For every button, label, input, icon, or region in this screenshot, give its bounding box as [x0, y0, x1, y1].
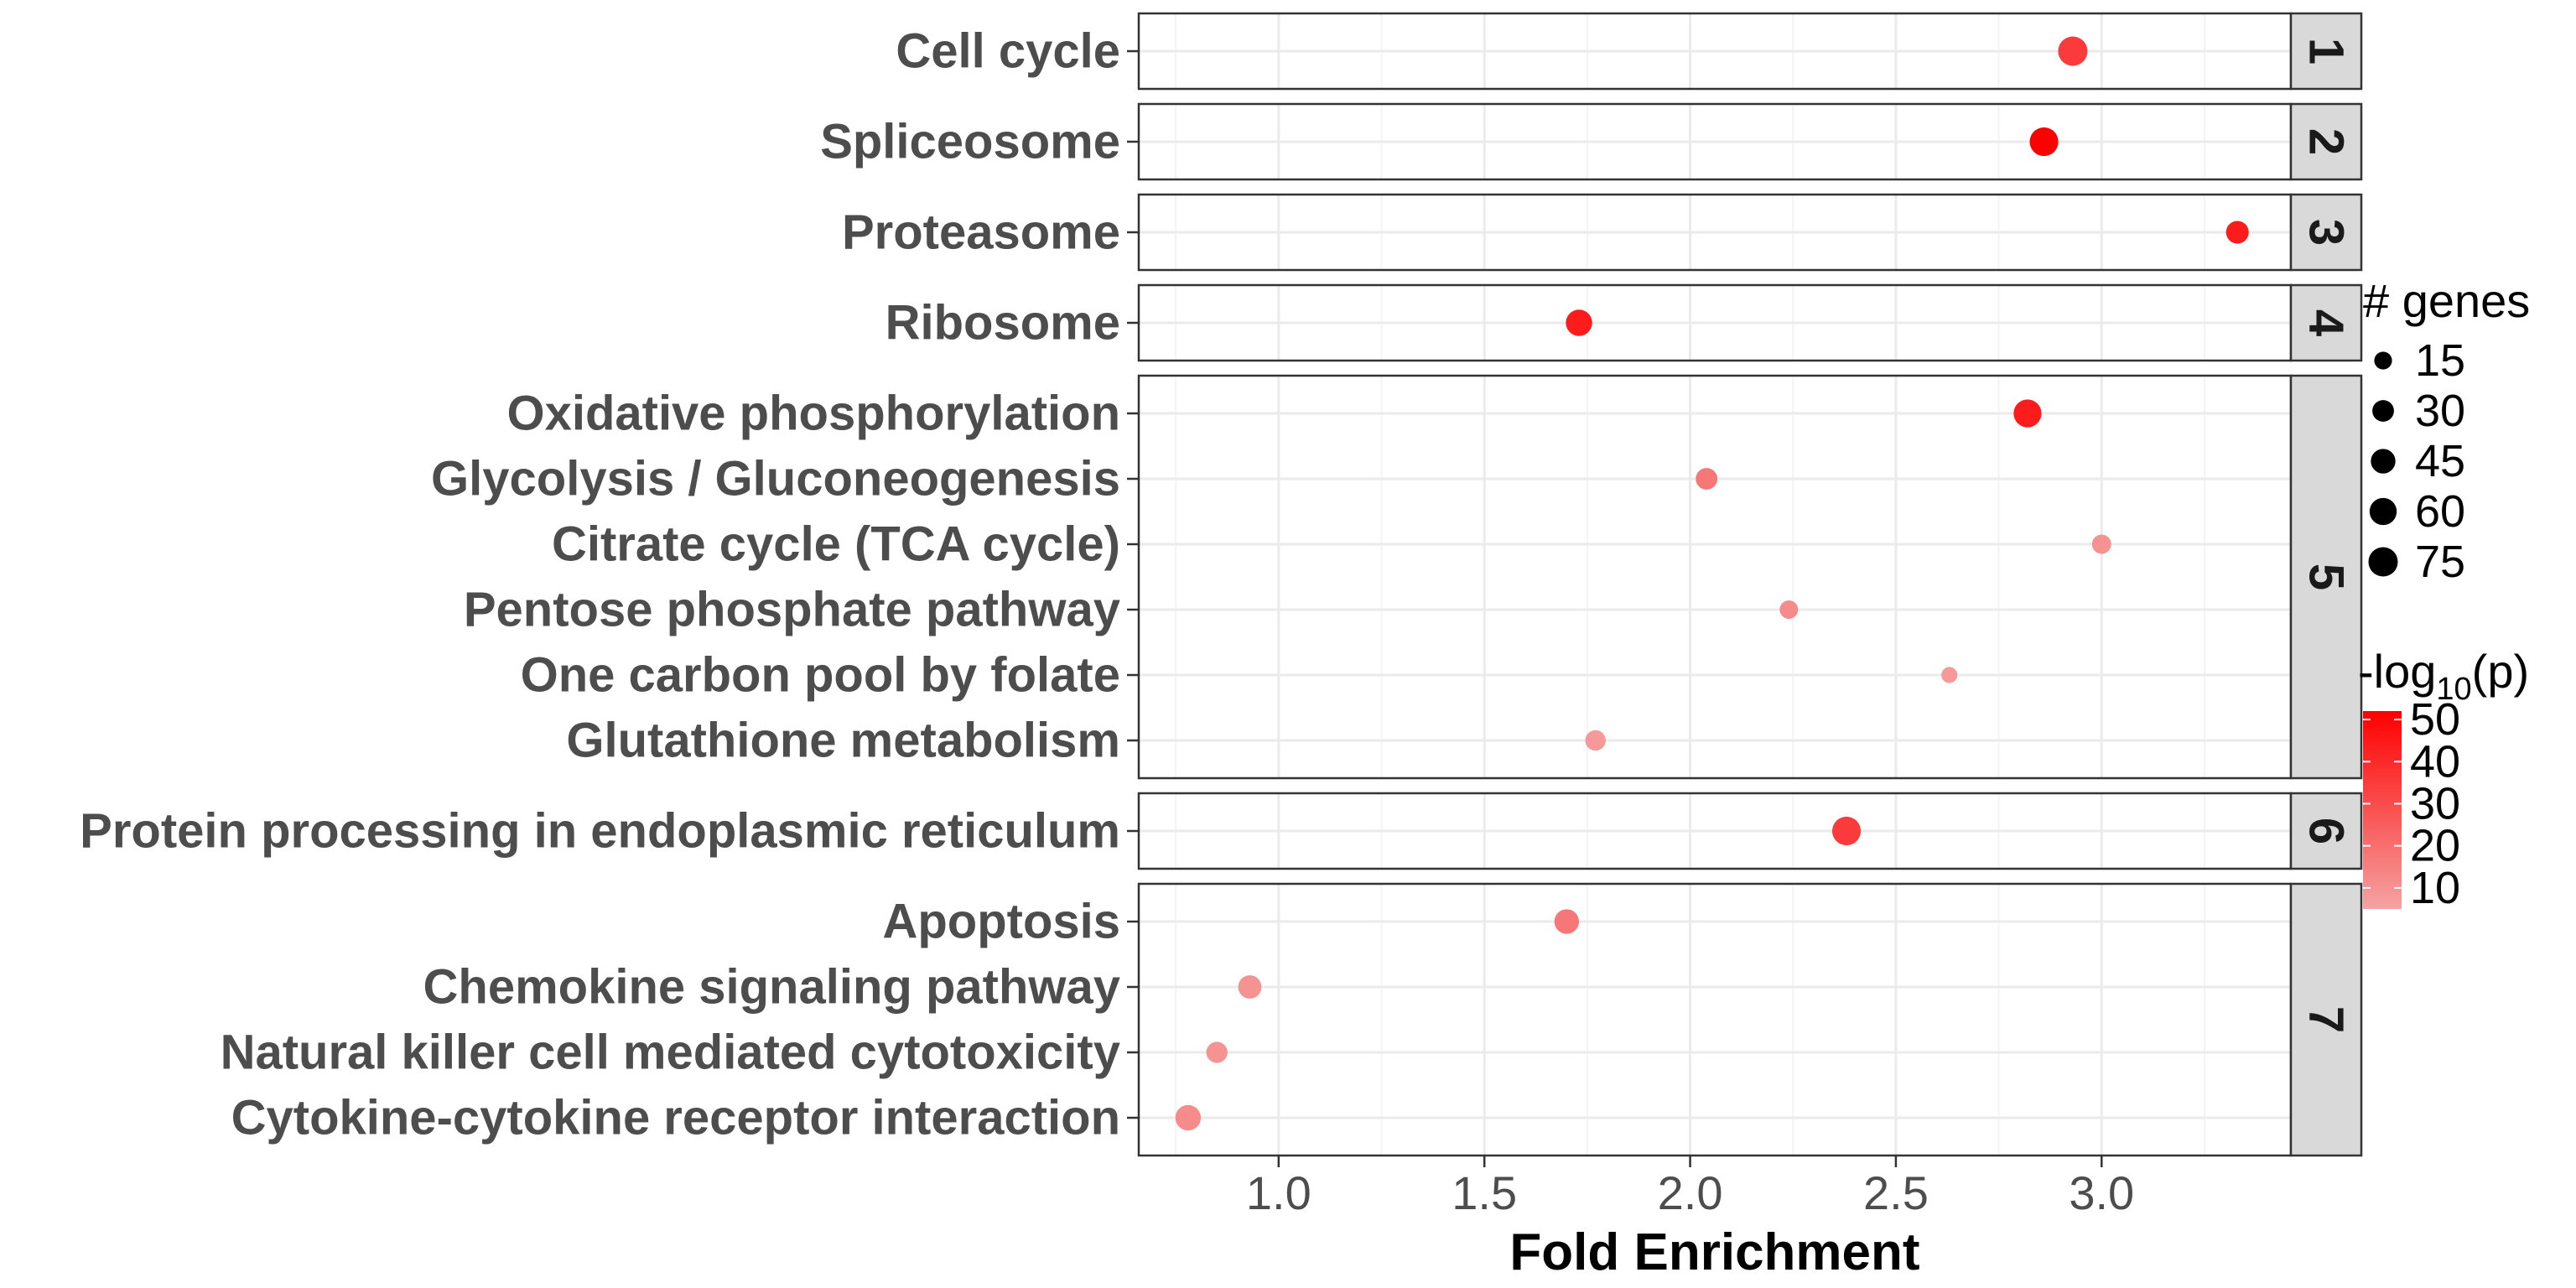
category-label: One carbon pool by folate [521, 648, 1120, 703]
facet-strip [2289, 882, 2363, 1157]
category-label: Ribosome [886, 296, 1120, 351]
data-point [1831, 816, 1862, 846]
category-label: Glutathione metabolism [566, 714, 1120, 768]
facet-strip [2289, 792, 2363, 870]
size-legend-label: 75 [2415, 537, 2465, 587]
x-tick-label: 2.5 [1863, 1166, 1929, 1219]
facet-strip-label: 5 [2299, 564, 2354, 590]
category-label: Pentose phosphate pathway [464, 583, 1120, 637]
color-legend-title: -log10(p) [2358, 645, 2529, 707]
category-label: Apoptosis [882, 895, 1120, 949]
data-point [2091, 534, 2111, 554]
facet-panel: Protein processing in endoplasmic reticu… [80, 792, 2363, 870]
color-legend-label: 40 [2410, 736, 2460, 787]
color-legend-bar [2363, 711, 2402, 909]
facet-strip-label: 3 [2299, 219, 2354, 246]
size-legend-label: 15 [2415, 335, 2465, 386]
facet-strip [2289, 283, 2363, 362]
x-tick-label: 1.0 [1246, 1166, 1311, 1219]
category-label: Cytokine-cytokine receptor interaction [231, 1091, 1120, 1145]
facet-strip [2289, 102, 2363, 181]
facet-strip [2289, 374, 2363, 780]
x-axis-title: Fold Enrichment [1509, 1223, 1919, 1281]
size-legend-key [2371, 449, 2396, 474]
color-legend-title-prefix: -log [2358, 645, 2436, 698]
data-point [1238, 975, 1262, 999]
facet-panel: Ribosome 4 [886, 283, 2363, 362]
category-label: Oxidative phosphorylation [506, 387, 1120, 441]
facet-strip-label: 7 [2299, 1006, 2354, 1033]
size-legend-key [2369, 497, 2397, 526]
size-legend-title: # genes [2363, 274, 2530, 327]
data-point [2029, 127, 2059, 157]
data-point [1779, 600, 1799, 619]
category-label: Natural killer cell mediated cytotoxicit… [221, 1026, 1120, 1080]
facet-panel: Apoptosis Chemokine signaling pathway Natu… [221, 882, 2363, 1157]
panel-background [1139, 376, 2291, 778]
category-label: Protein processing in endoplasmic reticu… [80, 804, 1120, 859]
category-label: Glycolysis / Gluconeogenesis [431, 452, 1120, 506]
x-tick-label: 3.0 [2069, 1166, 2134, 1219]
data-point [1175, 1104, 1202, 1131]
panel-background [1139, 884, 2291, 1156]
facet-panel: Cell cycle 1 [896, 12, 2363, 91]
data-point [2058, 36, 2088, 66]
x-tick-label: 1.5 [1452, 1166, 1517, 1219]
data-point [1585, 730, 1606, 751]
color-legend-title-suffix: (p) [2472, 645, 2529, 698]
facet-strip-label: 4 [2299, 309, 2354, 336]
data-point [1941, 667, 1958, 683]
size-legend-key [2372, 400, 2394, 422]
data-point [1206, 1041, 1228, 1063]
size-legend-label: 45 [2415, 436, 2465, 486]
category-label: Chemokine signaling pathway [423, 960, 1120, 1015]
data-point [1566, 309, 1592, 336]
size-legend-label: 60 [2415, 486, 2465, 537]
size-legend-label: 30 [2415, 386, 2465, 436]
category-label: Proteasome [842, 205, 1120, 260]
facet-strip [2289, 193, 2363, 272]
data-point [1696, 468, 1718, 490]
x-tick-label: 2.0 [1658, 1166, 1723, 1219]
facet-strip [2289, 12, 2363, 91]
data-point [1554, 909, 1580, 934]
facet-panel: Spliceosome 2 [820, 102, 2363, 181]
facet-panel: Proteasome 3 [842, 193, 2363, 272]
category-label: Citrate cycle (TCA cycle) [552, 517, 1120, 572]
color-legend-label: 10 [2410, 863, 2460, 913]
category-label: Cell cycle [896, 24, 1120, 79]
color-legend-label: 50 [2410, 694, 2460, 745]
facet-strip-label: 6 [2299, 818, 2354, 844]
size-legend-key [2368, 547, 2398, 577]
color-legend-label: 30 [2410, 778, 2460, 828]
color-legend-label: 20 [2410, 821, 2460, 871]
facet-strip-label: 2 [2299, 128, 2354, 155]
facet-panel: Oxidative phosphorylation Glycolysis / Gl… [431, 374, 2363, 780]
data-point [2013, 399, 2042, 428]
color-legend-title-subscript: 10 [2436, 672, 2471, 707]
facet-strip-label: 1 [2299, 38, 2354, 65]
size-legend-key [2374, 351, 2392, 370]
category-label: Spliceosome [820, 115, 1120, 169]
data-point [2225, 221, 2249, 244]
